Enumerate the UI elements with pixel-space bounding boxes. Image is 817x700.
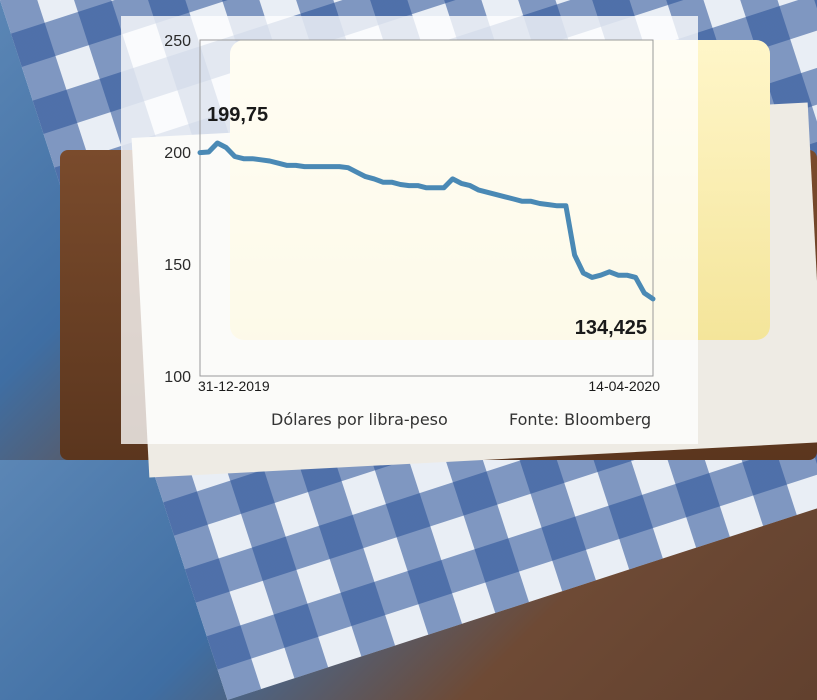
y-tick-label: 250 bbox=[164, 33, 191, 50]
x-tick-label: 14-04-2020 bbox=[588, 378, 660, 394]
start-value-label: 199,75 bbox=[207, 104, 268, 126]
units-label: Dólares por libra-peso bbox=[271, 410, 448, 429]
annotations: 199,75 134,425 bbox=[207, 104, 647, 339]
plot-border bbox=[199, 39, 654, 377]
series-line bbox=[197, 140, 656, 302]
line-chart: 250 200 150 100 31-12-2019 14-04-2020 199,75… bbox=[164, 33, 660, 394]
y-tick-label: 200 bbox=[164, 145, 191, 162]
plot-frame bbox=[199, 39, 654, 377]
end-value-label: 134,425 bbox=[575, 317, 647, 339]
series-group bbox=[197, 140, 656, 302]
x-tick-label: 31-12-2019 bbox=[198, 378, 270, 394]
y-tick-label: 150 bbox=[164, 257, 191, 274]
chart-panel bbox=[121, 16, 698, 444]
source-label: Fonte: Bloomberg bbox=[509, 410, 652, 429]
x-axis-ticks: 31-12-2019 14-04-2020 bbox=[198, 378, 660, 394]
y-axis-ticks: 250 200 150 100 bbox=[164, 33, 191, 386]
y-tick-label: 100 bbox=[164, 369, 191, 386]
